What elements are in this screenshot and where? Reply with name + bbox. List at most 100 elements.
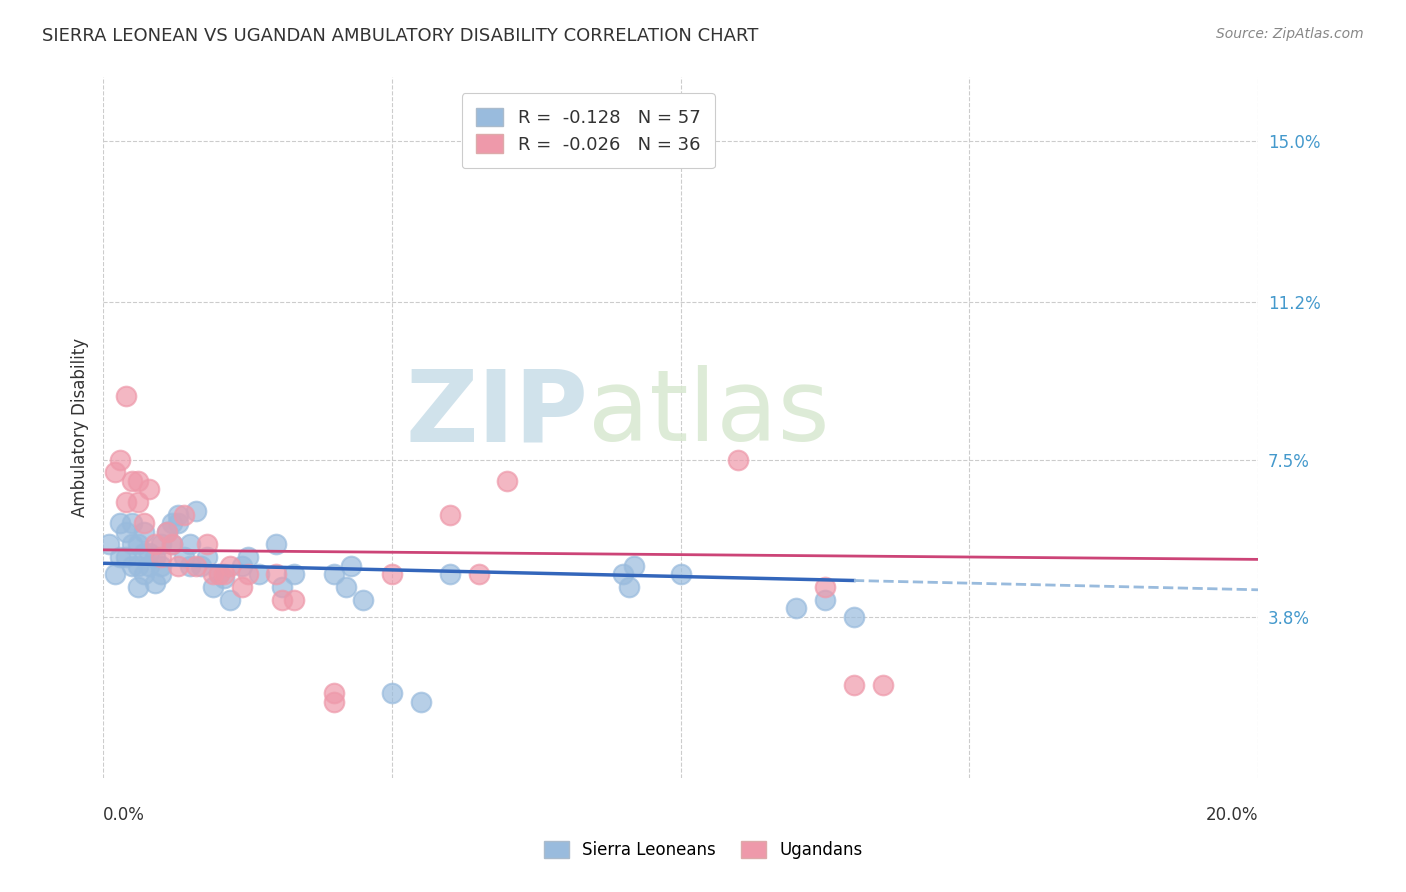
Point <box>104 567 127 582</box>
Y-axis label: Ambulatory Disability: Ambulatory Disability <box>72 338 89 517</box>
Point <box>179 537 201 551</box>
Point <box>132 524 155 539</box>
Point <box>247 567 270 582</box>
Point <box>156 524 179 539</box>
Point <box>214 567 236 582</box>
Point <box>127 537 149 551</box>
Text: 20.0%: 20.0% <box>1206 806 1258 824</box>
Point <box>127 558 149 573</box>
Legend: R =  -0.128   N = 57, R =  -0.026   N = 36: R = -0.128 N = 57, R = -0.026 N = 36 <box>461 94 714 169</box>
Point <box>143 537 166 551</box>
Point <box>121 474 143 488</box>
Point <box>121 558 143 573</box>
Point <box>669 567 692 582</box>
Point <box>149 550 172 565</box>
Point <box>283 567 305 582</box>
Point <box>115 389 138 403</box>
Point <box>132 567 155 582</box>
Point <box>439 567 461 582</box>
Point <box>132 546 155 560</box>
Point <box>167 508 190 522</box>
Point <box>138 546 160 560</box>
Point <box>173 550 195 565</box>
Text: ZIP: ZIP <box>405 365 588 462</box>
Point <box>167 558 190 573</box>
Point <box>271 592 294 607</box>
Point <box>179 558 201 573</box>
Point <box>201 580 224 594</box>
Point <box>195 537 218 551</box>
Point <box>323 567 346 582</box>
Point <box>138 483 160 497</box>
Point <box>132 516 155 531</box>
Point <box>219 592 242 607</box>
Point <box>110 452 132 467</box>
Point <box>727 452 749 467</box>
Point <box>115 495 138 509</box>
Point <box>156 524 179 539</box>
Point <box>842 609 865 624</box>
Point <box>283 592 305 607</box>
Text: Source: ZipAtlas.com: Source: ZipAtlas.com <box>1216 27 1364 41</box>
Point <box>208 567 231 582</box>
Point <box>352 592 374 607</box>
Point <box>162 516 184 531</box>
Point <box>231 580 253 594</box>
Point <box>236 567 259 582</box>
Point <box>266 567 288 582</box>
Point <box>127 495 149 509</box>
Point <box>190 558 212 573</box>
Point <box>439 508 461 522</box>
Point <box>121 537 143 551</box>
Point <box>127 474 149 488</box>
Point <box>842 677 865 691</box>
Point <box>814 580 837 594</box>
Point <box>184 503 207 517</box>
Point <box>814 592 837 607</box>
Text: SIERRA LEONEAN VS UGANDAN AMBULATORY DISABILITY CORRELATION CHART: SIERRA LEONEAN VS UGANDAN AMBULATORY DIS… <box>42 27 759 45</box>
Point <box>115 524 138 539</box>
Point <box>162 537 184 551</box>
Point <box>381 567 404 582</box>
Point <box>381 686 404 700</box>
Point <box>127 580 149 594</box>
Point <box>110 516 132 531</box>
Point <box>872 677 894 691</box>
Point <box>143 550 166 565</box>
Point <box>612 567 634 582</box>
Point <box>617 580 640 594</box>
Point <box>138 558 160 573</box>
Point <box>340 558 363 573</box>
Point <box>409 695 432 709</box>
Legend: Sierra Leoneans, Ugandans: Sierra Leoneans, Ugandans <box>537 834 869 866</box>
Point <box>335 580 357 594</box>
Point <box>149 558 172 573</box>
Point <box>115 550 138 565</box>
Point <box>266 537 288 551</box>
Point <box>323 686 346 700</box>
Point <box>271 580 294 594</box>
Point <box>496 474 519 488</box>
Point <box>467 567 489 582</box>
Point <box>214 571 236 585</box>
Point <box>184 558 207 573</box>
Point <box>208 567 231 582</box>
Point <box>323 695 346 709</box>
Point <box>143 575 166 590</box>
Point <box>167 516 190 531</box>
Point <box>785 601 807 615</box>
Point <box>236 550 259 565</box>
Point <box>110 550 132 565</box>
Point <box>149 567 172 582</box>
Point <box>97 537 120 551</box>
Point <box>231 558 253 573</box>
Point <box>162 537 184 551</box>
Point <box>104 465 127 479</box>
Point <box>201 567 224 582</box>
Point <box>121 516 143 531</box>
Point <box>623 558 645 573</box>
Point <box>195 550 218 565</box>
Text: atlas: atlas <box>588 365 830 462</box>
Point <box>149 537 172 551</box>
Text: 0.0%: 0.0% <box>103 806 145 824</box>
